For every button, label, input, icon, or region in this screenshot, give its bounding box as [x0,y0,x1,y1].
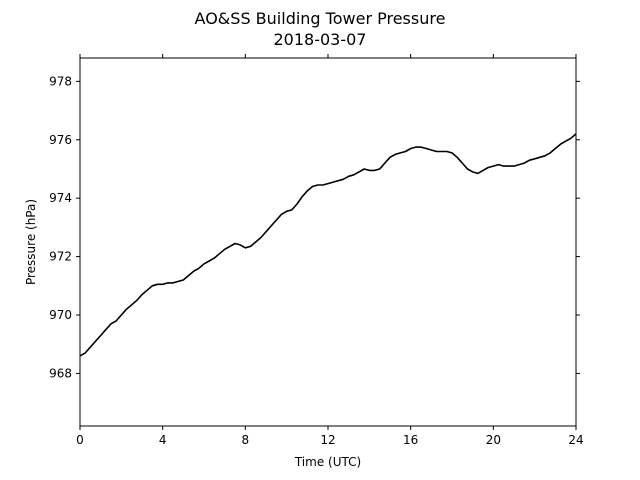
y-axis-ticks: 968 970 972 974 976 978 [49,74,580,380]
x-tick-label: 16 [403,433,418,447]
pressure-series-line [79,133,577,357]
chart-subtitle: 2018-03-07 [274,30,367,49]
y-tick-label: 970 [49,308,72,322]
x-tick-label: 24 [568,433,583,447]
x-axis-label: Time (UTC) [294,455,361,469]
y-tick-label: 974 [49,191,72,205]
x-tick-label: 20 [486,433,501,447]
y-tick-label: 976 [49,133,72,147]
plot-area-frame [79,57,577,427]
chart-title: AO&SS Building Tower Pressure [195,9,446,28]
y-tick-label: 978 [49,74,72,88]
y-tick-label: 972 [49,250,72,264]
y-tick-label: 968 [49,366,72,380]
y-axis-label: Pressure (hPa) [24,199,38,285]
x-axis-ticks: 0 4 8 12 16 20 24 [76,54,584,447]
x-tick-label: 0 [76,433,84,447]
x-tick-label: 12 [320,433,335,447]
x-tick-label: 4 [159,433,167,447]
x-tick-label: 8 [242,433,250,447]
